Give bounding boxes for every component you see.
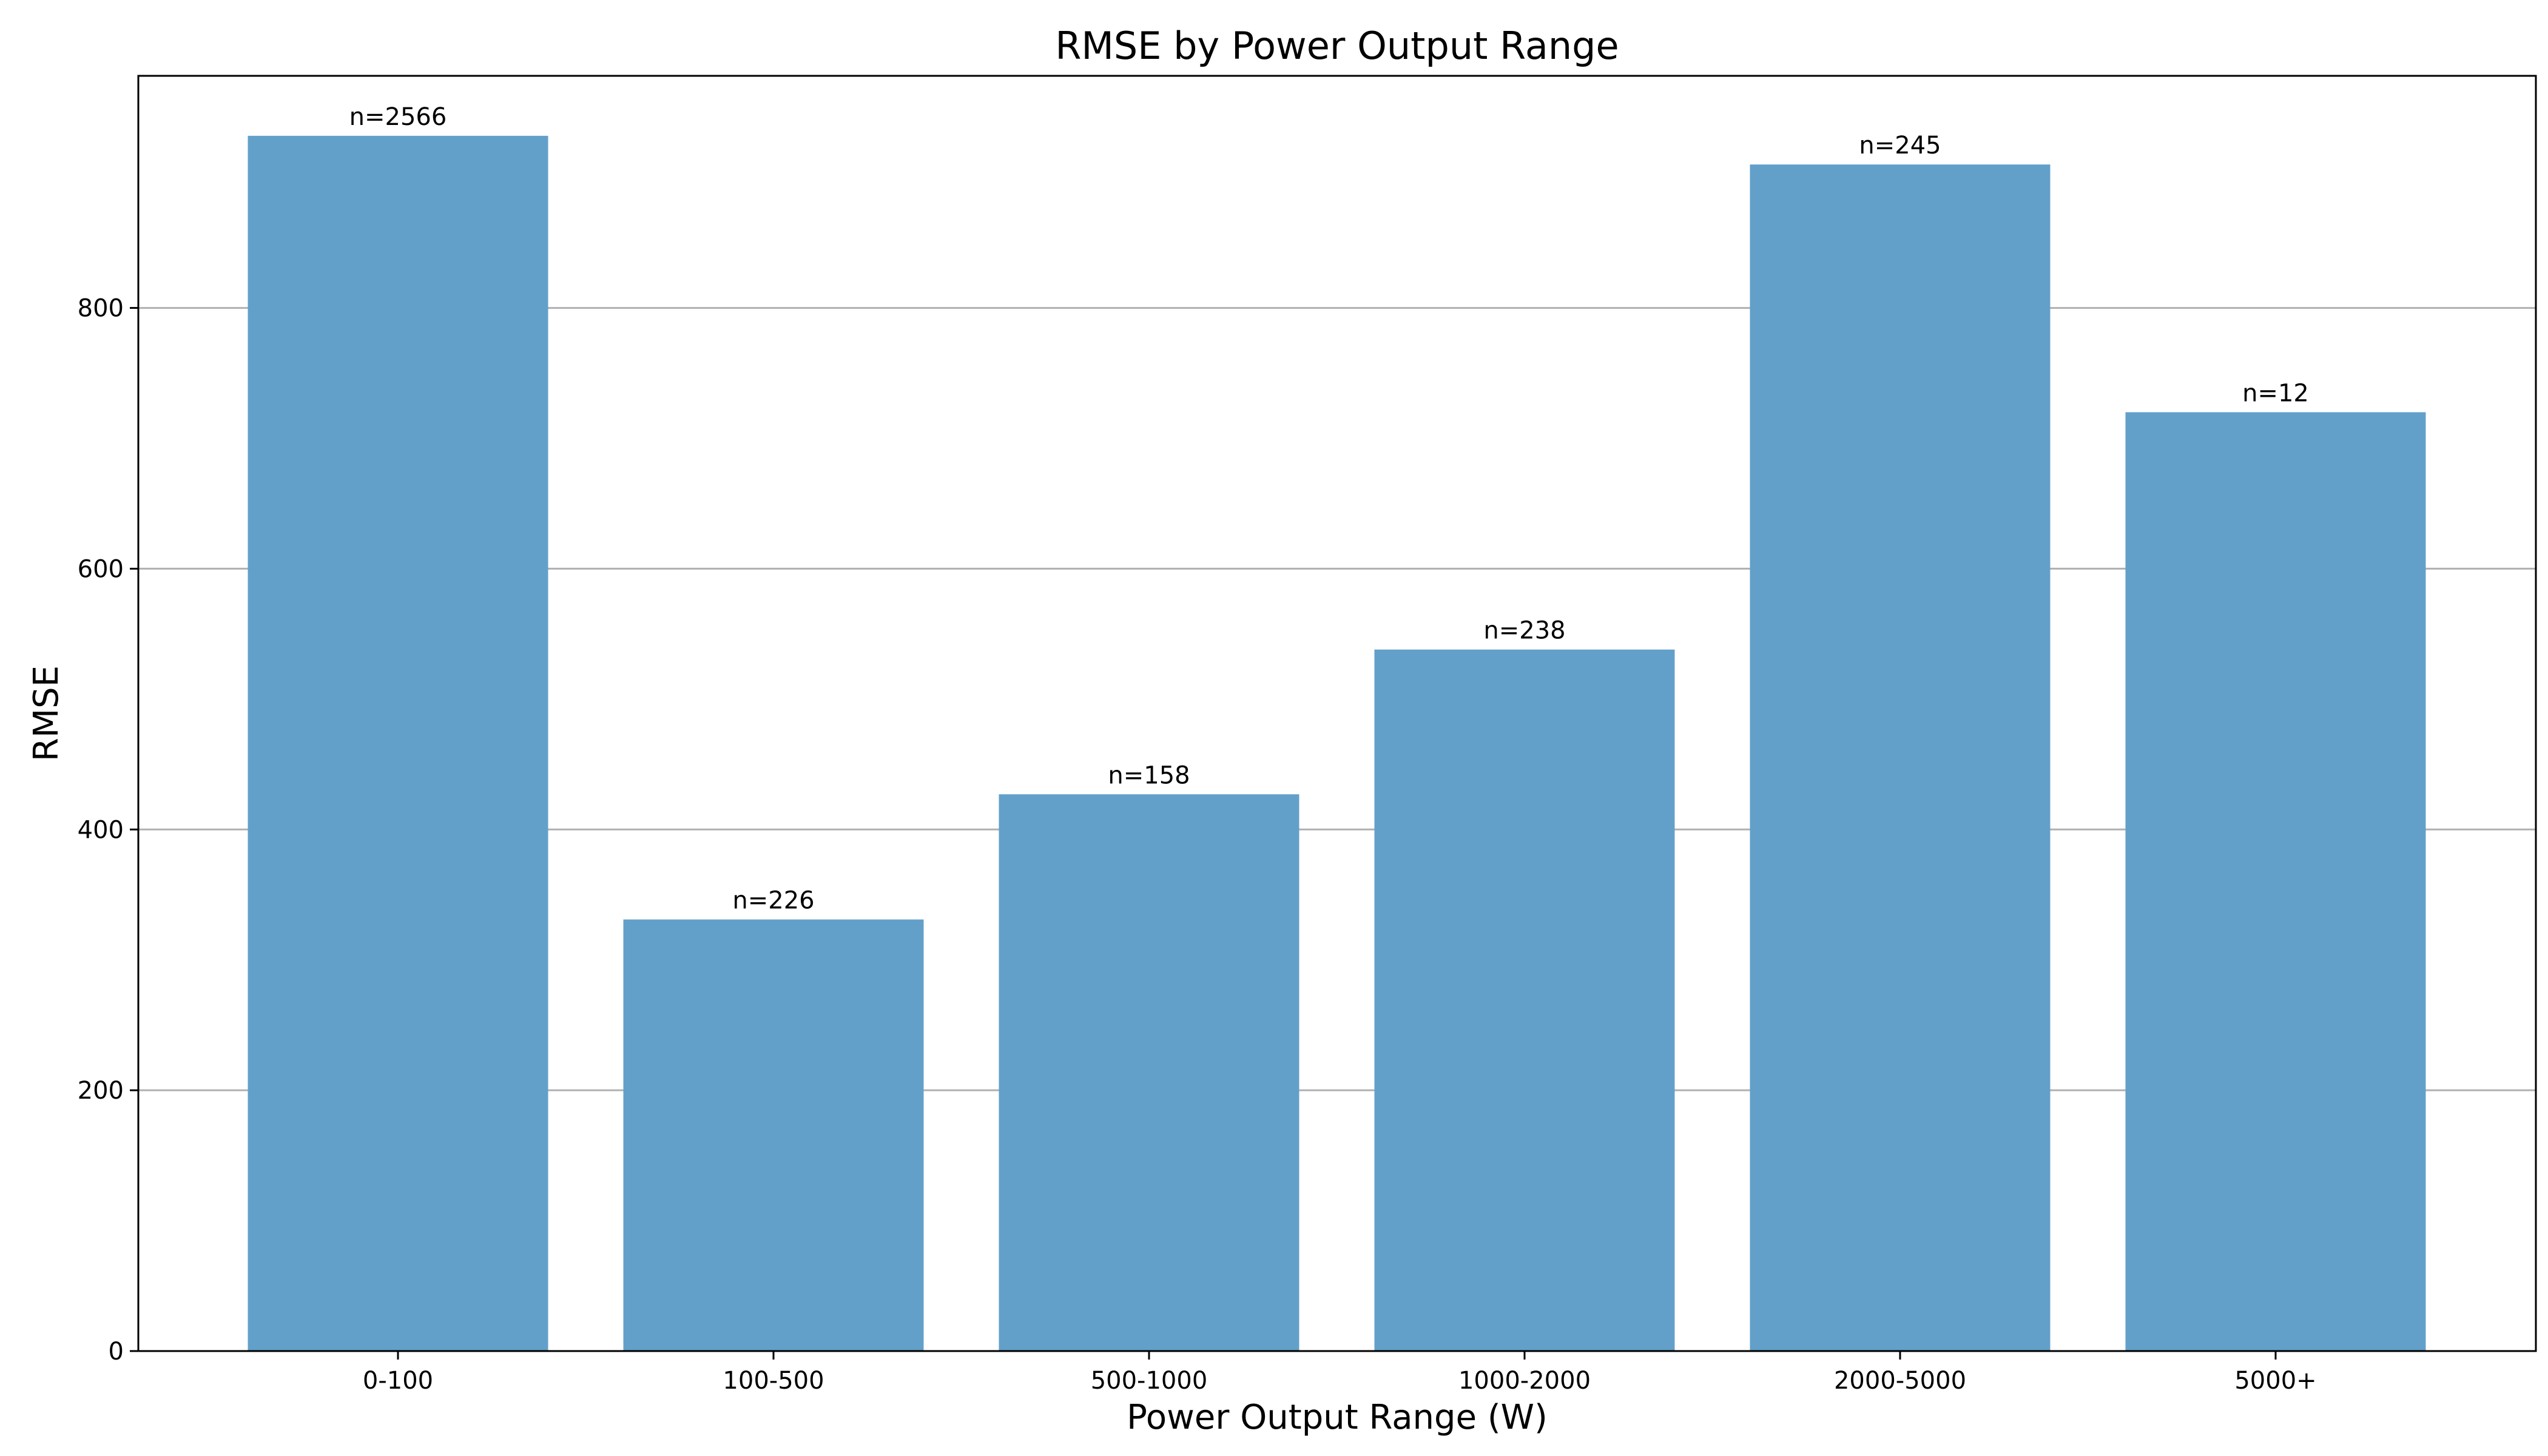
x-tick-label: 1000-2000 xyxy=(1458,1367,1591,1395)
bar-count-label: n=238 xyxy=(1483,617,1565,645)
y-tick-label: 400 xyxy=(78,816,124,844)
x-tick-label: 100-500 xyxy=(723,1367,824,1395)
y-tick-label: 0 xyxy=(109,1338,124,1366)
bar-count-label: n=158 xyxy=(1108,761,1190,789)
data-label-layer: n=2566 n=226 n=158 n=238 n=245 n=12 xyxy=(349,103,2309,915)
y-tick-label: 600 xyxy=(78,555,124,583)
y-tick-label: 800 xyxy=(78,295,124,323)
bar-count-label: n=12 xyxy=(2242,380,2309,408)
chart-title: RMSE by Power Output Range xyxy=(1055,24,1619,68)
bar-count-label: n=226 xyxy=(732,887,814,915)
x-tick-label: 0-100 xyxy=(363,1367,433,1395)
bar-500-1000 xyxy=(999,794,1299,1351)
bar-1000-2000 xyxy=(1374,649,1675,1351)
bar-count-label: n=245 xyxy=(1859,132,1941,160)
x-tick-label: 500-1000 xyxy=(1091,1367,1208,1395)
x-tick-label: 5000+ xyxy=(2234,1367,2316,1395)
bar-0-100 xyxy=(248,135,548,1352)
x-tick-label: 2000-5000 xyxy=(1834,1367,1966,1395)
bar-2000-5000 xyxy=(1750,164,2051,1351)
axis-layer: 0 200 400 600 800 0-100 100-500 500-1000 1000-20… xyxy=(78,295,2317,1395)
bar-layer xyxy=(248,135,2426,1352)
bar-5000+ xyxy=(2125,412,2426,1351)
plot-frame xyxy=(137,75,2537,1352)
bar-100-500 xyxy=(623,919,924,1351)
bar-count-label: n=2566 xyxy=(349,103,447,131)
x-axis-label: Power Output Range (W) xyxy=(1127,1398,1548,1437)
y-axis-label: RMSE xyxy=(27,666,66,761)
y-tick-label: 200 xyxy=(78,1077,124,1105)
